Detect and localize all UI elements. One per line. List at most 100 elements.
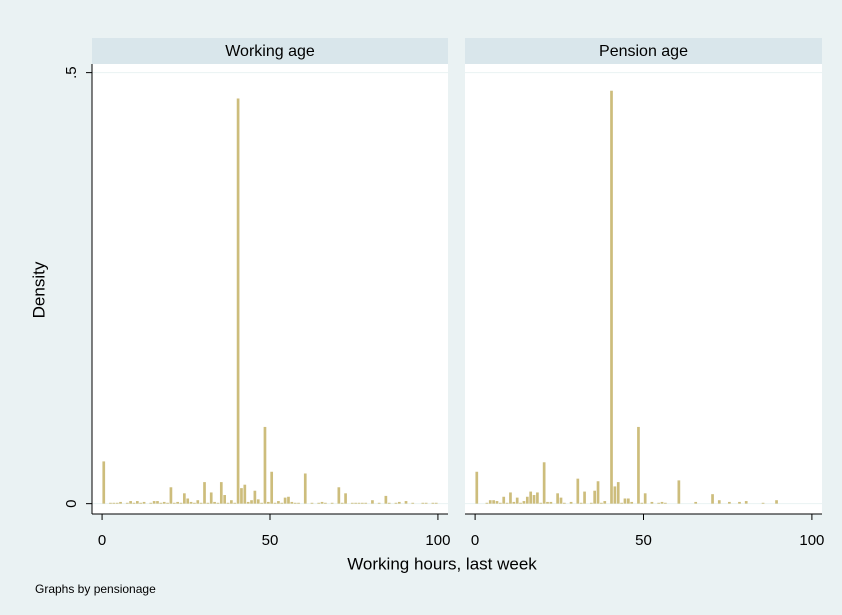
bar: [394, 502, 398, 504]
bar: [186, 498, 190, 504]
bar: [505, 502, 509, 504]
bar: [361, 502, 364, 504]
bar: [156, 501, 159, 504]
bar: [206, 502, 210, 504]
bar: [620, 502, 623, 504]
bar: [364, 502, 368, 504]
bar: [640, 502, 644, 504]
bar: [657, 502, 661, 504]
bar: [664, 502, 667, 504]
bar: [226, 502, 230, 504]
bar: [522, 501, 526, 504]
bar: [243, 484, 247, 504]
bar: [250, 500, 253, 504]
bar: [230, 500, 233, 504]
bar: [532, 495, 536, 504]
panel-title: Pension age: [599, 43, 688, 60]
bar: [421, 502, 425, 504]
bar: [556, 493, 559, 504]
bar: [434, 502, 438, 504]
bar: [475, 471, 479, 504]
bar: [159, 502, 163, 504]
bar: [213, 501, 216, 504]
bar: [317, 502, 321, 504]
bar: [499, 502, 502, 504]
bar: [109, 502, 112, 504]
bar: [277, 501, 280, 504]
bar: [643, 493, 647, 504]
bar: [694, 501, 698, 504]
y-tick-label: .5: [63, 66, 80, 79]
bar: [152, 501, 156, 504]
bar: [616, 482, 620, 504]
y-tick-label: 0: [63, 499, 80, 507]
bar: [569, 501, 573, 504]
bar: [563, 502, 566, 504]
panel-header: [92, 38, 448, 64]
bar: [711, 494, 714, 504]
bar: [539, 502, 543, 504]
bar: [172, 502, 176, 504]
bar: [603, 501, 607, 504]
bar: [189, 501, 193, 504]
bar: [139, 502, 143, 504]
bar: [293, 502, 297, 504]
bar: [183, 493, 186, 504]
bar: [525, 496, 529, 504]
bar: [310, 502, 314, 504]
bar: [119, 501, 122, 504]
bar: [176, 501, 179, 504]
x-tick-label: 50: [635, 532, 652, 549]
bar: [216, 502, 220, 504]
bar: [260, 502, 263, 504]
bar: [246, 501, 250, 504]
bar: [613, 486, 617, 504]
bar: [576, 478, 580, 504]
x-tick-label: 100: [799, 532, 824, 549]
bar: [626, 498, 630, 504]
bar: [263, 426, 267, 504]
bar: [495, 501, 499, 504]
bar: [169, 487, 173, 504]
bar: [431, 502, 435, 504]
bar: [559, 497, 563, 504]
plot-area: [92, 64, 448, 514]
bar: [253, 490, 257, 504]
note: Graphs by pensionage: [35, 582, 156, 596]
bar: [297, 502, 300, 504]
bar: [371, 500, 374, 504]
bar: [728, 501, 731, 504]
bar: [738, 501, 741, 504]
bar: [515, 497, 519, 504]
bar: [775, 500, 778, 504]
bar: [219, 482, 223, 504]
bar: [397, 501, 401, 504]
bar: [337, 487, 341, 504]
bar: [179, 502, 183, 504]
bar: [162, 501, 166, 504]
bar: [112, 502, 116, 504]
bar: [135, 501, 139, 504]
bar: [223, 495, 227, 504]
bar: [583, 491, 586, 504]
bar: [579, 502, 583, 504]
bar: [509, 492, 512, 504]
bar: [411, 502, 415, 504]
bar: [424, 502, 428, 504]
bar: [502, 496, 506, 504]
bar: [149, 502, 153, 504]
bar: [350, 502, 354, 504]
bar: [677, 480, 681, 504]
bar: [637, 426, 640, 504]
bar: [546, 501, 549, 504]
bar: [512, 501, 516, 504]
bar: [354, 502, 357, 504]
bar: [199, 502, 203, 504]
bar: [589, 502, 593, 504]
bar: [270, 471, 274, 504]
bar: [650, 501, 654, 504]
bar: [142, 501, 146, 504]
bar: [273, 502, 277, 504]
bar: [344, 493, 347, 504]
bar: [488, 500, 492, 504]
